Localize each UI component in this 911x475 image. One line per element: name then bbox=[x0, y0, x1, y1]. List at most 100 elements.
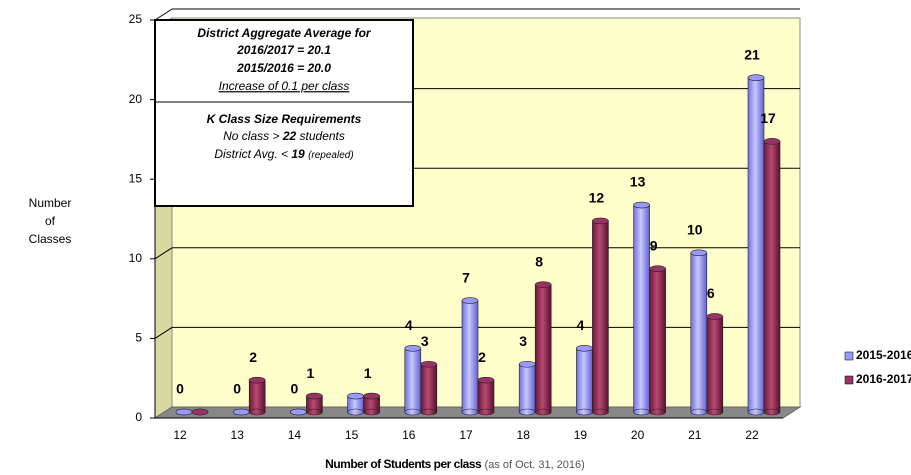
bar-base bbox=[420, 408, 438, 416]
legend-label: 2015-2016 bbox=[856, 348, 911, 362]
bar-top bbox=[706, 313, 724, 320]
data-label: 6 bbox=[707, 285, 715, 301]
bar-base bbox=[747, 408, 765, 416]
bar-base bbox=[461, 408, 479, 416]
bar-top bbox=[191, 408, 209, 416]
x-label: Number of Students per class (as of Oct.… bbox=[325, 457, 585, 471]
bar-top bbox=[420, 360, 438, 368]
bar bbox=[633, 201, 650, 416]
bar-top bbox=[232, 408, 250, 416]
x-tick-label: 16 bbox=[402, 428, 416, 442]
bar-body bbox=[248, 379, 266, 413]
bar bbox=[175, 408, 193, 416]
bar-top bbox=[461, 297, 479, 304]
bar-base bbox=[649, 408, 666, 416]
y-tick-label: 0 bbox=[135, 410, 142, 424]
y-tick-label: 20 bbox=[129, 92, 143, 106]
data-label: 1 bbox=[307, 365, 315, 381]
data-label: 0 bbox=[176, 381, 184, 397]
bar-body bbox=[576, 348, 593, 413]
data-label: 8 bbox=[535, 253, 543, 269]
x-tick-label: 18 bbox=[517, 428, 531, 442]
bar-body bbox=[763, 141, 781, 413]
bar-body bbox=[477, 379, 495, 413]
bar-base bbox=[690, 408, 708, 416]
y-label: Number bbox=[29, 196, 72, 210]
bar-body bbox=[534, 284, 552, 413]
box-previous: 2015/2016 = 20.0 bbox=[236, 61, 331, 75]
bar bbox=[232, 408, 250, 416]
bar bbox=[592, 217, 609, 416]
bar-body bbox=[649, 268, 666, 413]
x-title: Number of Students per class bbox=[325, 457, 482, 471]
bar-top bbox=[649, 265, 666, 273]
bar-top bbox=[690, 249, 708, 257]
data-label: 4 bbox=[405, 317, 413, 333]
bar-base bbox=[763, 408, 781, 416]
bar-top bbox=[306, 392, 323, 400]
x-note: (as of Oct. 31, 2016) bbox=[485, 459, 585, 471]
x-tick-label: 12 bbox=[173, 428, 187, 442]
bar bbox=[347, 392, 364, 416]
data-label: 10 bbox=[687, 222, 703, 238]
bar-base bbox=[518, 408, 536, 416]
box-req2: District Avg. < 19 (repealed) bbox=[214, 147, 353, 161]
bar bbox=[477, 376, 495, 416]
bar-top bbox=[290, 408, 307, 416]
bar bbox=[534, 281, 552, 416]
bar bbox=[763, 138, 781, 416]
y-label: Classes bbox=[29, 232, 72, 246]
bar-body bbox=[633, 204, 650, 413]
bar bbox=[461, 297, 479, 416]
data-label: 0 bbox=[233, 381, 241, 397]
bar-body bbox=[461, 300, 479, 413]
bar-top bbox=[404, 345, 422, 352]
bar-base bbox=[633, 408, 650, 416]
bar bbox=[690, 249, 708, 416]
x-tick-label: 22 bbox=[745, 428, 759, 442]
data-label: 3 bbox=[421, 333, 429, 349]
bar-top bbox=[518, 360, 536, 368]
bar bbox=[518, 360, 536, 416]
x-tick-label: 14 bbox=[288, 428, 302, 442]
bar bbox=[404, 345, 422, 416]
bar-base bbox=[706, 408, 724, 416]
legend-swatch bbox=[844, 351, 854, 361]
bar-base bbox=[534, 408, 552, 416]
y-tick-label: 10 bbox=[129, 251, 143, 265]
box-req-heading: K Class Size Requirements bbox=[207, 112, 362, 126]
bar bbox=[706, 313, 724, 416]
req-text: students bbox=[300, 129, 345, 143]
grid-line bbox=[154, 247, 173, 260]
data-label: 9 bbox=[650, 237, 658, 253]
bar-body bbox=[747, 77, 765, 413]
data-label: 21 bbox=[744, 46, 760, 62]
bar bbox=[363, 392, 380, 416]
box-current: 2016/2017 = 20.1 bbox=[236, 43, 331, 57]
bar bbox=[248, 376, 266, 416]
bar-top bbox=[592, 217, 609, 225]
data-label: 13 bbox=[630, 174, 646, 190]
bar-top bbox=[747, 74, 765, 81]
y-tick-label: 15 bbox=[129, 171, 143, 185]
data-label: 2 bbox=[249, 349, 257, 365]
y-label: of bbox=[45, 214, 56, 228]
bar-base bbox=[347, 408, 364, 416]
req-num: 22 bbox=[282, 129, 297, 143]
bar bbox=[191, 408, 209, 416]
data-label: 2 bbox=[478, 349, 486, 365]
req-num: 19 bbox=[291, 147, 305, 161]
data-label: 12 bbox=[589, 190, 605, 206]
bar-top bbox=[347, 392, 364, 400]
box-change: Increase of 0.1 per class bbox=[219, 79, 350, 93]
data-label: 1 bbox=[364, 365, 372, 381]
bar-body bbox=[592, 220, 609, 413]
data-label: 7 bbox=[462, 269, 470, 285]
bar-body bbox=[690, 252, 708, 413]
bar-base bbox=[363, 408, 380, 416]
annotation-box bbox=[154, 19, 414, 207]
bar-base bbox=[576, 408, 593, 416]
y-tick-label: 25 bbox=[129, 12, 143, 26]
bar-top bbox=[363, 392, 380, 400]
